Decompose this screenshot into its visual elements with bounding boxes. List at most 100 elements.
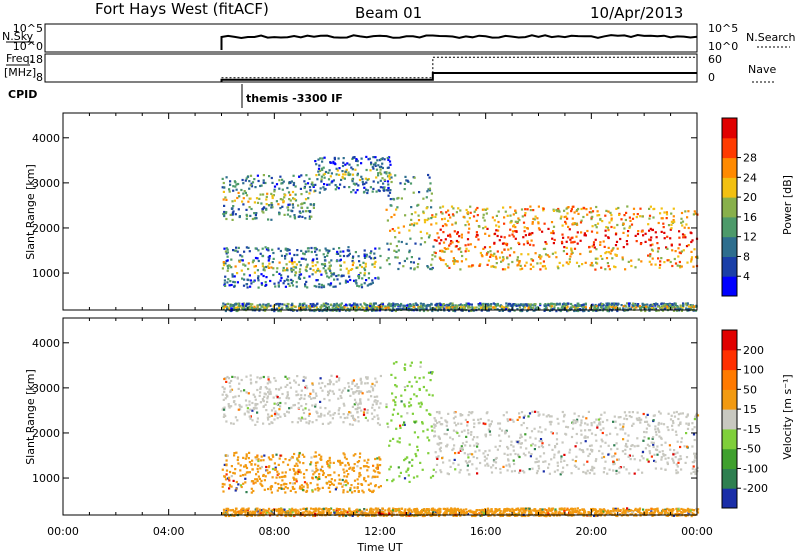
data-pixel bbox=[392, 438, 394, 440]
data-pixel bbox=[525, 303, 527, 305]
data-pixel bbox=[543, 260, 545, 262]
data-pixel bbox=[464, 444, 466, 446]
data-pixel bbox=[330, 282, 332, 284]
data-pixel bbox=[682, 236, 684, 238]
data-pixel bbox=[309, 305, 311, 307]
data-pixel bbox=[369, 305, 371, 307]
data-pixel bbox=[271, 195, 273, 197]
data-pixel bbox=[318, 283, 320, 285]
data-pixel bbox=[367, 409, 369, 411]
freq-right-tick-bottom: 0 bbox=[708, 71, 715, 84]
data-pixel bbox=[590, 250, 592, 252]
data-pixel bbox=[539, 254, 541, 256]
data-pixel bbox=[623, 214, 625, 216]
data-pixel bbox=[354, 480, 356, 482]
data-pixel bbox=[285, 386, 287, 388]
data-pixel bbox=[552, 253, 554, 255]
data-pixel bbox=[637, 213, 639, 215]
data-pixel bbox=[521, 268, 523, 270]
colorbar-swatch-2 bbox=[722, 237, 737, 257]
data-pixel bbox=[284, 415, 286, 417]
data-pixel bbox=[655, 231, 657, 233]
data-pixel bbox=[310, 247, 312, 249]
data-pixel bbox=[282, 189, 284, 191]
data-pixel bbox=[563, 250, 565, 252]
data-pixel bbox=[431, 258, 433, 260]
data-pixel bbox=[306, 191, 308, 193]
data-pixel bbox=[436, 422, 438, 424]
data-pixel bbox=[507, 418, 509, 420]
data-pixel bbox=[507, 454, 509, 456]
data-pixel bbox=[642, 304, 644, 306]
data-pixel bbox=[575, 307, 577, 309]
data-pixel bbox=[652, 258, 654, 260]
data-pixel bbox=[660, 412, 662, 414]
data-pixel bbox=[330, 275, 332, 277]
data-pixel bbox=[233, 423, 235, 425]
data-pixel bbox=[260, 202, 262, 204]
data-pixel bbox=[347, 390, 349, 392]
data-pixel bbox=[250, 464, 252, 466]
data-pixel bbox=[339, 184, 341, 186]
data-pixel bbox=[312, 389, 314, 391]
data-pixel bbox=[598, 304, 600, 306]
data-pixel bbox=[463, 216, 465, 218]
data-pixel bbox=[321, 466, 323, 468]
data-pixel bbox=[493, 460, 495, 462]
data-pixel bbox=[465, 436, 467, 438]
data-pixel bbox=[264, 489, 266, 491]
data-pixel bbox=[250, 279, 252, 281]
data-pixel bbox=[228, 188, 230, 190]
data-pixel bbox=[386, 423, 388, 425]
data-pixel bbox=[637, 303, 639, 305]
data-pixel bbox=[514, 453, 516, 455]
data-pixel bbox=[584, 422, 586, 424]
data-pixel bbox=[432, 246, 434, 248]
data-pixel bbox=[621, 304, 623, 306]
data-pixel bbox=[454, 468, 456, 470]
data-pixel bbox=[270, 486, 272, 488]
data-pixel bbox=[679, 252, 681, 254]
data-pixel bbox=[254, 201, 256, 203]
data-pixel bbox=[252, 218, 254, 220]
data-pixel bbox=[272, 261, 274, 263]
data-pixel bbox=[315, 279, 317, 281]
data-pixel bbox=[326, 255, 328, 257]
data-pixel bbox=[442, 206, 444, 208]
data-pixel bbox=[357, 404, 359, 406]
data-pixel bbox=[693, 433, 695, 435]
data-pixel bbox=[377, 422, 379, 424]
data-pixel bbox=[346, 162, 348, 164]
data-pixel bbox=[388, 468, 390, 470]
data-pixel bbox=[404, 389, 406, 391]
data-pixel bbox=[236, 272, 238, 274]
data-pixel bbox=[281, 206, 283, 208]
data-pixel bbox=[606, 473, 608, 475]
data-pixel bbox=[322, 487, 324, 489]
data-pixel bbox=[413, 192, 415, 194]
data-pixel bbox=[347, 249, 349, 251]
data-pixel bbox=[632, 305, 634, 307]
data-pixel bbox=[251, 303, 253, 305]
data-pixel bbox=[514, 470, 516, 472]
data-pixel bbox=[367, 179, 369, 181]
data-pixel bbox=[537, 470, 539, 472]
data-pixel bbox=[308, 250, 310, 252]
data-pixel bbox=[316, 412, 318, 414]
data-pixel bbox=[426, 308, 428, 310]
data-pixel bbox=[673, 449, 675, 451]
data-pixel bbox=[390, 198, 392, 200]
data-pixel bbox=[410, 267, 412, 269]
data-pixel bbox=[534, 448, 536, 450]
data-pixel bbox=[224, 407, 226, 409]
data-pixel bbox=[484, 464, 486, 466]
data-pixel bbox=[531, 430, 533, 432]
data-pixel bbox=[270, 488, 272, 490]
data-pixel bbox=[237, 459, 239, 461]
data-pixel bbox=[359, 179, 361, 181]
data-pixel bbox=[250, 175, 252, 177]
data-pixel bbox=[522, 215, 524, 217]
data-pixel bbox=[502, 207, 504, 209]
data-pixel bbox=[289, 285, 291, 287]
data-pixel bbox=[414, 267, 416, 269]
